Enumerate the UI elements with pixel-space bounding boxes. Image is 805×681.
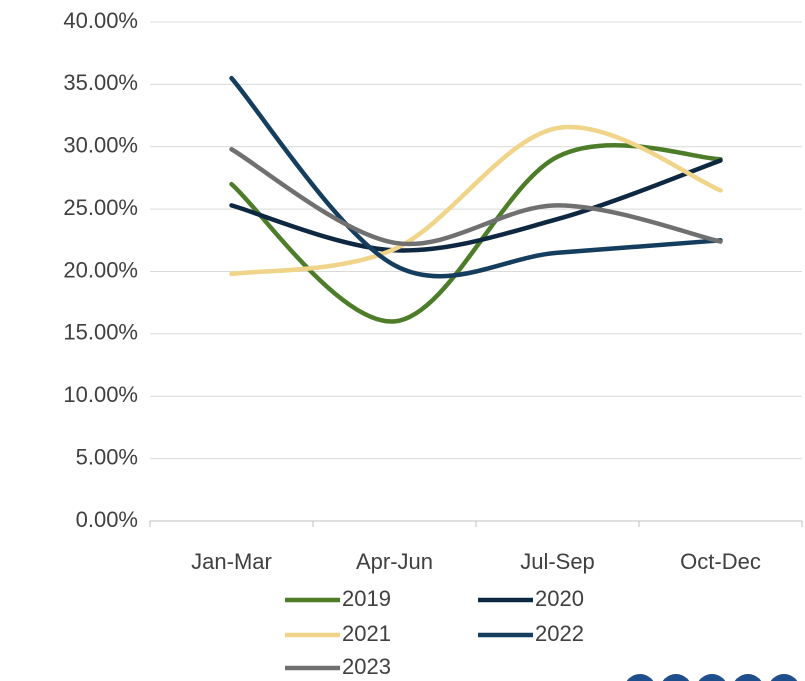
legend-label: 2022: [535, 621, 584, 646]
y-tick-label: 0.00%: [76, 507, 138, 532]
y-tick-label: 10.00%: [63, 382, 138, 407]
y-tick-label: 20.00%: [63, 257, 138, 282]
x-tick-label: Jul-Sep: [520, 549, 595, 574]
decor-circle: [626, 674, 654, 681]
y-tick-label: 35.00%: [63, 70, 138, 95]
series-line: [229, 75, 723, 279]
y-tick-label: 25.00%: [63, 195, 138, 220]
series-line: [229, 124, 723, 277]
series-line: [229, 158, 723, 253]
legend-label: 2020: [535, 586, 584, 611]
series-line: [229, 146, 723, 247]
decor-circle: [770, 674, 798, 681]
y-tick-label: 40.00%: [63, 8, 138, 33]
y-tick-label: 15.00%: [63, 320, 138, 345]
decor-circle: [734, 674, 762, 681]
x-tick-label: Jan-Mar: [191, 549, 272, 574]
y-tick-label: 30.00%: [63, 133, 138, 158]
legend-label: 2019: [342, 586, 391, 611]
y-tick-label: 5.00%: [76, 444, 138, 469]
x-tick-label: Oct-Dec: [680, 549, 761, 574]
legend-label: 2023: [342, 654, 391, 679]
decor-circle: [698, 674, 726, 681]
decoration: [626, 674, 798, 681]
decor-circle: [662, 674, 690, 681]
legend-label: 2021: [342, 621, 391, 646]
x-tick-label: Apr-Jun: [356, 549, 433, 574]
